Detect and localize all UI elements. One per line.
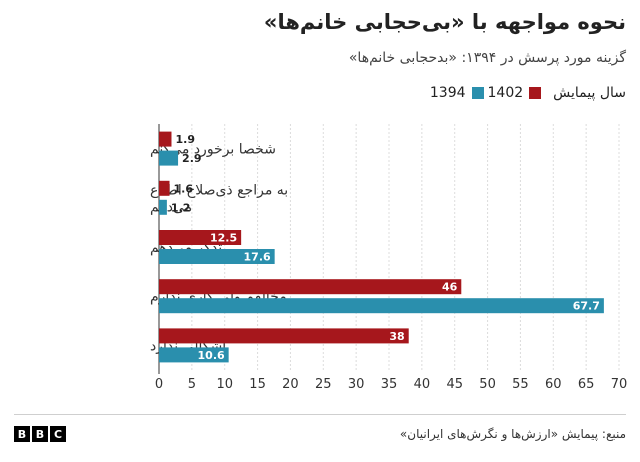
bar-1394 (159, 249, 275, 264)
x-tick-label: 70 (611, 377, 628, 392)
x-tick-label: 35 (381, 377, 398, 392)
category-label: به مراجع ذی‌صلاح اطلاع (150, 182, 288, 198)
bar-1402 (159, 328, 409, 344)
data-label: 10.6 (198, 349, 225, 362)
bar-1394 (159, 298, 604, 314)
x-tick-label: 20 (282, 377, 299, 392)
x-tick-label: 40 (414, 377, 431, 392)
bar-1402 (159, 131, 172, 147)
chart-title: نحوه مواجهه با «بی‌حجابی خانم‌ها» (263, 10, 626, 34)
data-label: 1.6 (174, 182, 194, 195)
x-tick-label: 10 (216, 377, 233, 392)
legend-label-1394: 1394 (429, 85, 466, 101)
data-label: 1.9 (175, 133, 195, 146)
bar-1402 (159, 180, 170, 196)
source-note: منبع: پیمایش «ارزش‌ها و نگرش‌های ایرانیا… (399, 427, 626, 441)
bbc-logo-letter: B (14, 426, 30, 442)
x-tick-label: 65 (578, 377, 595, 392)
x-tick-label: 30 (348, 377, 365, 392)
legend-label-1402: 1402 (487, 85, 524, 101)
data-label: 12.5 (210, 232, 237, 245)
x-tick-label: 50 (479, 377, 496, 392)
footer-divider (14, 414, 626, 415)
data-label: 1.2 (171, 201, 191, 214)
data-label: 17.6 (244, 251, 271, 264)
x-tick-label: 15 (249, 377, 266, 392)
bar-1394 (159, 150, 179, 166)
bar-1394 (159, 347, 229, 363)
bbc-logo-letter: C (50, 426, 66, 442)
legend-title: سال پیمایش (553, 85, 626, 101)
legend: سال پیمایش 1402 1394 (430, 82, 626, 104)
data-label: 38 (389, 330, 404, 343)
bar-1402 (159, 230, 242, 245)
bbc-logo: B B C (14, 426, 66, 442)
x-tick-label: 45 (446, 377, 463, 392)
legend-swatch-1394 (471, 87, 484, 99)
bbc-logo-letter: B (32, 426, 48, 442)
x-tick-label: 5 (188, 377, 196, 392)
data-label: 46 (442, 281, 458, 294)
x-tick-label: 60 (545, 377, 562, 392)
legend-swatch-1402 (529, 87, 542, 99)
x-tick-label: 25 (315, 377, 332, 392)
bar-1394 (159, 199, 167, 215)
data-label: 67.7 (573, 300, 600, 313)
chart-subtitle: گزینه مورد پرسش در ۱۳۹۴: «بدحجابی خانم‌ه… (348, 50, 626, 66)
x-tick-label: 55 (512, 377, 529, 392)
x-tick-label: 0 (155, 377, 163, 392)
data-label: 2.9 (182, 152, 202, 165)
bar-1402 (159, 279, 462, 295)
category-label: شخصا برخورد می‌کنم (150, 142, 276, 158)
